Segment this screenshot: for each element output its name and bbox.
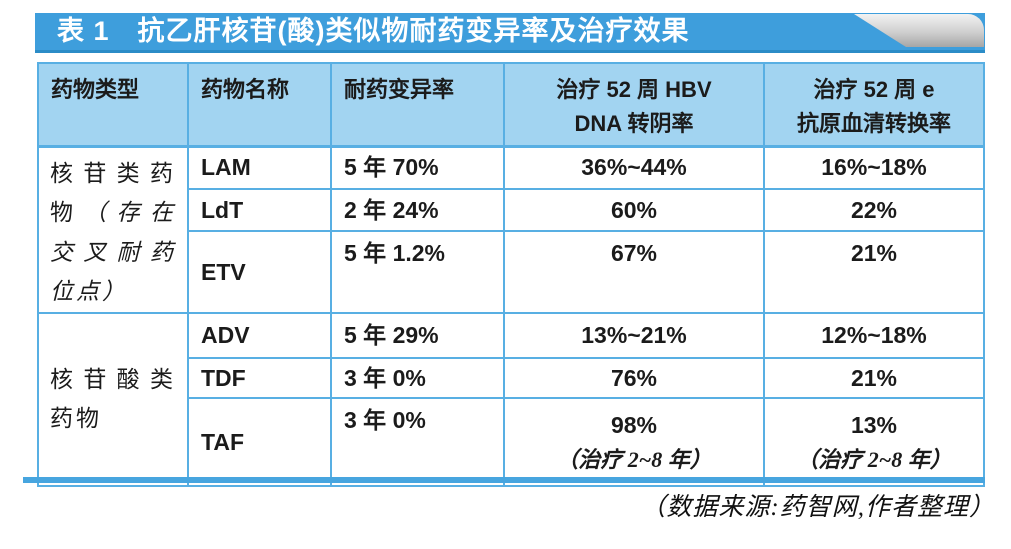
table-row-etv: ETV 5 年 1.2% 67% 21% [38,229,985,314]
cell-seroconversion-rate: 16%~18% [763,145,985,190]
col-header-hbv-dna-line1: 治疗 52 周 HBV [556,77,712,102]
cell-dna-negative-rate: 13%~21% [503,311,765,359]
table-title: 表 1 抗乙肝核苷(酸)类似物耐药变异率及治疗效果 [57,16,690,46]
group-cell-nucleotide: 核苷酸类药物 [37,311,189,488]
cell-resistance-rate: 5 年 29% [330,311,505,359]
table-row-lam: 核苷类药物（存在交叉耐药位点） LAM 5 年 70% 36%~44% 16%~… [37,145,985,314]
table-row-ldt: LdT 2 年 24% 60% 22% [38,187,985,232]
cell-resistance-rate: 5 年 1.2% [330,229,505,314]
cell-drug-name: TAF [187,397,332,488]
cell-drug-name: LAM [187,145,332,190]
cell-seroconversion-note: （治疗 2~8 年） [796,446,952,472]
cell-resistance-rate: 2 年 24% [330,187,505,232]
cell-drug-name: ADV [187,311,332,359]
col-header-hbv-dna-line2: DNA 转阴率 [574,111,694,137]
cell-seroconversion-rate: 21% [763,356,985,400]
cell-dna-negative-rate: 36%~44% [503,145,765,190]
table-row-adv: 核苷酸类药物 ADV 5 年 29% 13%~21% 12%~18% [37,311,985,488]
cell-dna-negative-note: （治疗 2~8 年） [556,446,712,472]
col-header-hbv-dna: 治疗 52 周 HBV DNA 转阴率 [503,62,765,148]
group-note-nucleoside: （存在交叉耐药位点） [50,200,177,305]
cell-seroconversion-value: 13% [850,412,898,439]
col-header-seroconversion-line2: 抗原血清转换率 [796,111,951,137]
group-cell-nucleoside: 核苷类药物（存在交叉耐药位点） [37,145,189,314]
cell-resistance-rate: 3 年 0% [330,356,505,400]
col-header-seroconversion: 治疗 52 周 e 抗原血清转换率 [763,62,985,148]
col-header-resistance-rate: 耐药变异率 [330,62,505,148]
source-note: （数据来源:药智网,作者整理） [640,494,995,521]
table-title-bar: 表 1 抗乙肝核苷(酸)类似物耐药变异率及治疗效果 [35,13,985,53]
cell-seroconversion-rate: 13% （治疗 2~8 年） [763,397,985,488]
cell-drug-name: ETV [187,229,332,314]
table-bottom-rule [23,477,985,483]
header-row: 药物类型 药物名称 耐药变异率 治疗 52 周 HBV DNA 转阴率 治疗 5… [37,62,985,148]
table-row-tdf: TDF 3 年 0% 76% 21% [38,356,985,400]
cell-drug-name: TDF [187,356,332,400]
cell-resistance-rate: 5 年 70% [330,145,505,190]
cell-resistance-rate: 3 年 0% [330,397,505,488]
col-header-drug-name: 药物名称 [187,62,332,148]
cell-dna-negative-rate: 60% [503,187,765,232]
cell-dna-negative-rate: 67% [503,229,765,314]
cell-drug-name: LdT [187,187,332,232]
drug-resistance-table: 药物类型 药物名称 耐药变异率 治疗 52 周 HBV DNA 转阴率 治疗 5… [37,62,985,488]
cell-seroconversion-rate: 12%~18% [763,311,985,359]
cell-dna-negative-rate: 98% （治疗 2~8 年） [503,397,765,488]
cell-dna-negative-rate: 76% [503,356,765,400]
cell-seroconversion-rate: 21% [763,229,985,314]
table-row-taf: TAF 3 年 0% 98% （治疗 2~8 年） 13% （治疗 2~8 年） [38,397,985,488]
cell-dna-negative-value: 98% [610,412,658,439]
group-label-nucleotide: 核苷酸类药物 [50,365,176,432]
group-label-nucleoside: 核苷类药物 [50,159,176,226]
col-header-seroconversion-line1: 治疗 52 周 e [813,77,935,102]
cell-seroconversion-rate: 22% [763,187,985,232]
col-header-drug-type: 药物类型 [37,62,189,148]
